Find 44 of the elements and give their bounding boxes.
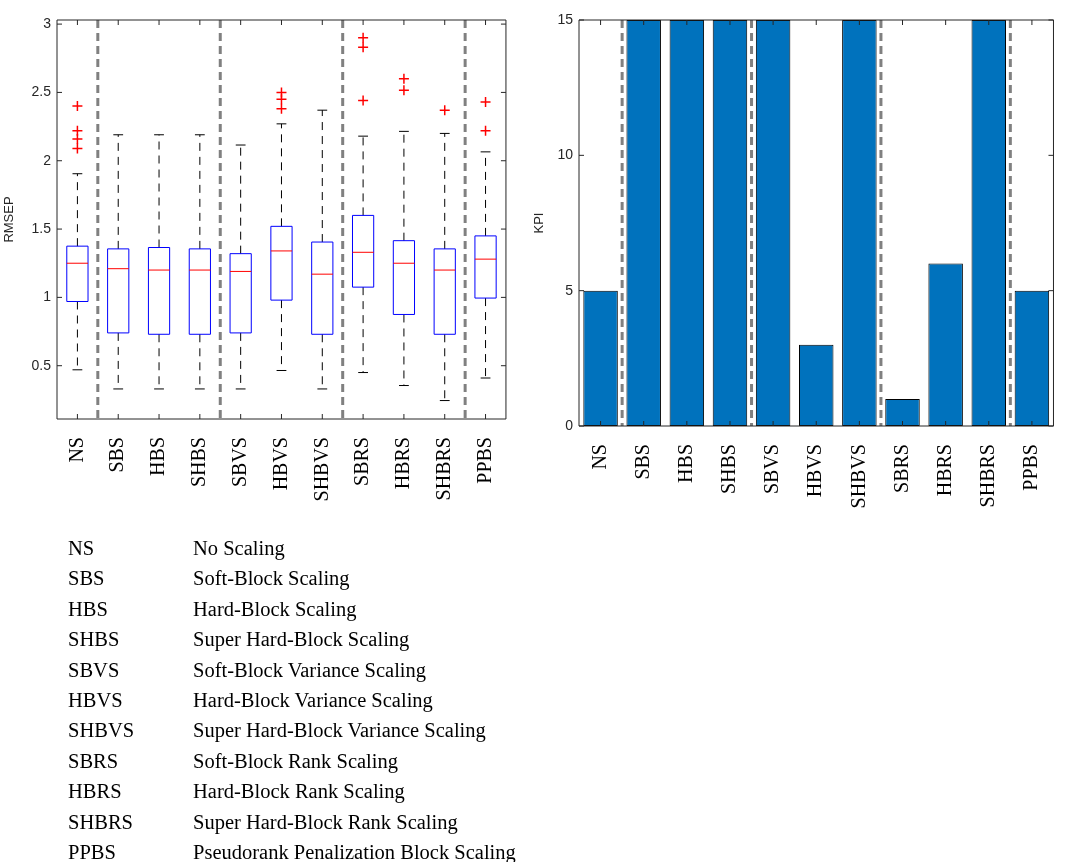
y-axis-title: RMSEP bbox=[1, 196, 17, 243]
y-tick-label: 1 bbox=[43, 288, 52, 305]
text: SHBVS Super Hard-Block Variance Scaling bbox=[68, 719, 486, 742]
text: SBRS Soft-Block Rank Scaling bbox=[68, 749, 398, 772]
x-tick-label: PPBS bbox=[1019, 444, 1042, 491]
y-tick-label: 3 bbox=[43, 14, 52, 31]
y-tick-label: 15 bbox=[557, 10, 574, 27]
text: HBVS Hard-Block Variance Scaling bbox=[68, 688, 433, 711]
y-tick-label: 1.5 bbox=[31, 219, 52, 236]
x-tick-label: SHBVS bbox=[309, 437, 332, 502]
x-tick-label: SHBS bbox=[187, 437, 210, 488]
x-tick-label: PPBS bbox=[472, 437, 495, 484]
text: HBRS Hard-Block Rank Scaling bbox=[68, 780, 405, 803]
x-tick-label: SHBRS bbox=[976, 444, 999, 508]
x-tick-label: HBVS bbox=[268, 437, 291, 491]
y-axis-title: KPI bbox=[531, 212, 547, 234]
x-tick-label: SBVS bbox=[227, 437, 250, 488]
x-tick-label: HBRS bbox=[391, 437, 414, 490]
x-tick-label: SHBS bbox=[717, 444, 740, 495]
x-tick-label: NS bbox=[587, 444, 610, 470]
text: SHBRS Super Hard-Block Rank Scaling bbox=[68, 810, 458, 833]
x-tick-label: NS bbox=[64, 437, 87, 463]
y-tick-label: 10 bbox=[557, 146, 574, 163]
x-tick-label: SHBRS bbox=[431, 437, 454, 501]
x-tick-label: HBRS bbox=[932, 444, 955, 497]
text: NS No Scaling bbox=[68, 537, 285, 559]
text: SBS Soft-Block Scaling bbox=[68, 567, 350, 590]
text: SHBS Super Hard-Block Scaling bbox=[68, 628, 410, 651]
text: HBS Hard-Block Scaling bbox=[68, 597, 357, 620]
x-tick-label: SBS bbox=[630, 444, 653, 480]
x-tick-label: HBS bbox=[146, 437, 169, 476]
x-tick-label: SBVS bbox=[760, 444, 783, 495]
y-tick-label: 2.5 bbox=[31, 83, 52, 100]
x-tick-label: SBRS bbox=[889, 444, 912, 493]
x-tick-label: HBS bbox=[674, 444, 697, 483]
x-tick-label: HBVS bbox=[803, 444, 826, 498]
text: SBVS Soft-Block Variance Scaling bbox=[68, 658, 427, 681]
y-tick-label: 0.5 bbox=[31, 356, 52, 373]
y-tick-label: 5 bbox=[565, 281, 574, 298]
y-tick-label: 2 bbox=[43, 151, 52, 168]
x-tick-label: SBS bbox=[105, 437, 128, 473]
x-tick-label: SHBVS bbox=[846, 444, 869, 509]
y-tick-label: 0 bbox=[565, 416, 574, 433]
x-tick-label: SBRS bbox=[350, 437, 373, 486]
